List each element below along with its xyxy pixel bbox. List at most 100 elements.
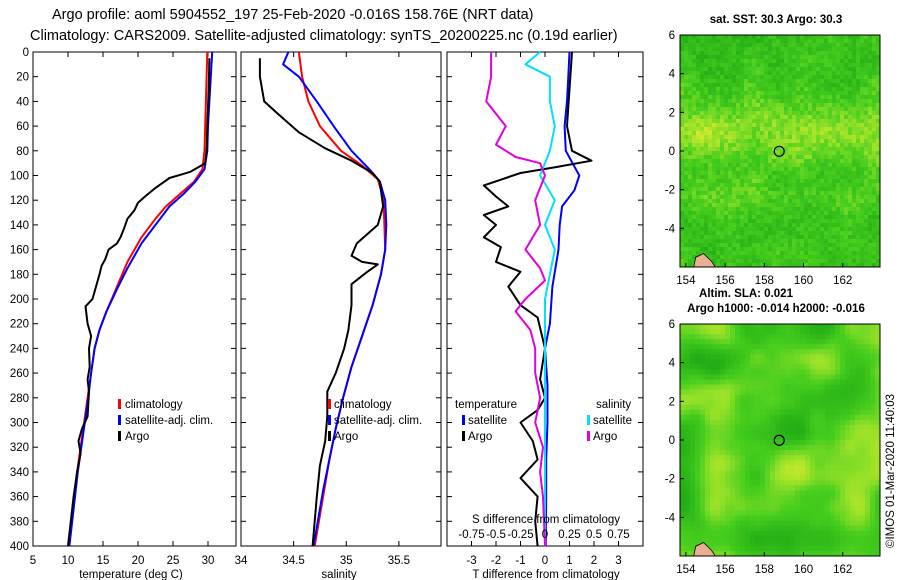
- map-cell: [800, 139, 805, 144]
- map-cell: [804, 79, 809, 84]
- map-cell: [848, 219, 853, 224]
- map-cell: [872, 127, 877, 132]
- map-cell: [790, 550, 796, 556]
- map-cell: [785, 455, 791, 461]
- map-cell: [816, 63, 821, 68]
- map-cell: [810, 475, 816, 481]
- map-cell: [785, 344, 791, 350]
- map-cell: [812, 187, 817, 192]
- map-cell: [708, 235, 713, 240]
- map-cell: [788, 59, 793, 64]
- map-cell: [844, 35, 849, 40]
- map-cell: [765, 495, 771, 502]
- map-cell: [720, 465, 726, 471]
- map-cell: [840, 67, 845, 72]
- map-cell: [775, 535, 781, 542]
- map-cell: [700, 399, 706, 406]
- map-cell: [725, 500, 731, 507]
- map-cell: [824, 119, 829, 124]
- map-cell: [824, 131, 829, 136]
- map-cell: [816, 143, 821, 148]
- map-cell: [736, 75, 741, 80]
- map-cell: [876, 131, 880, 136]
- map-cell: [700, 199, 705, 204]
- map-cell: [728, 163, 733, 168]
- map-cell: [820, 47, 825, 52]
- map-cell: [712, 223, 717, 228]
- map-cell: [710, 500, 716, 507]
- map-cell: [700, 107, 705, 112]
- x-tick-label: 30: [202, 555, 215, 567]
- map-cell: [876, 147, 880, 152]
- map-cell: [680, 207, 685, 212]
- map-cell: [804, 123, 809, 128]
- map-cell: [840, 445, 846, 451]
- map-cell: [696, 59, 701, 64]
- map-cell: [715, 545, 721, 552]
- map-cell: [755, 359, 761, 365]
- map-cell: [780, 131, 785, 136]
- map-cell: [828, 123, 833, 128]
- map-cell: [748, 75, 753, 80]
- map-cell: [810, 455, 816, 461]
- map-cell: [745, 470, 751, 476]
- map-cell: [832, 255, 837, 260]
- map-cell: [815, 414, 821, 421]
- map-cell: [760, 485, 766, 492]
- map-cell: [685, 404, 691, 411]
- map-cell: [690, 470, 696, 476]
- map-cell: [875, 409, 880, 416]
- map-cell: [684, 135, 689, 140]
- map-cell: [812, 243, 817, 248]
- map-cell: [765, 329, 771, 335]
- map-cell: [708, 247, 713, 252]
- map-cell: [728, 107, 733, 112]
- map-cell: [836, 35, 841, 40]
- map-cell: [780, 389, 786, 396]
- map-cell: [768, 203, 773, 208]
- map-cell: [820, 55, 825, 60]
- map-cell: [772, 155, 777, 160]
- map-cell: [876, 259, 880, 264]
- map-cell: [845, 339, 851, 345]
- map-cell: [792, 187, 797, 192]
- map-cell: [692, 75, 697, 80]
- map-cell: [872, 259, 877, 264]
- map-cell: [856, 231, 861, 236]
- map-cell: [872, 227, 877, 232]
- map-cell: [750, 334, 756, 340]
- map-cell: [735, 369, 741, 376]
- map-cell: [708, 243, 713, 248]
- map-cell: [796, 87, 801, 92]
- map-cell: [832, 187, 837, 192]
- map-cell: [788, 139, 793, 144]
- map-cell: [715, 450, 721, 456]
- map-cell: [816, 115, 821, 120]
- map-cell: [724, 179, 729, 184]
- map-cell: [732, 255, 737, 260]
- map-cell: [728, 131, 733, 136]
- map-cell: [720, 349, 726, 355]
- map-cell: [755, 540, 761, 547]
- map-cell: [696, 119, 701, 124]
- map-cell: [844, 43, 849, 48]
- map-cell: [770, 495, 776, 502]
- map-cell: [800, 211, 805, 216]
- map-cell: [872, 103, 877, 108]
- map-cell: [805, 369, 811, 376]
- map-cell: [768, 191, 773, 196]
- map-cell: [736, 79, 741, 84]
- map-cell: [808, 131, 813, 136]
- map-cell: [684, 199, 689, 204]
- map-cell: [876, 191, 880, 196]
- map-cell: [795, 480, 801, 486]
- map-cell: [710, 364, 716, 370]
- map-cell: [810, 379, 816, 386]
- map-cell: [830, 485, 836, 492]
- map-cell: [848, 215, 853, 220]
- map-cell: [760, 127, 765, 132]
- map-cell: [800, 59, 805, 64]
- map-cell: [852, 55, 857, 60]
- map-cell: [870, 329, 876, 335]
